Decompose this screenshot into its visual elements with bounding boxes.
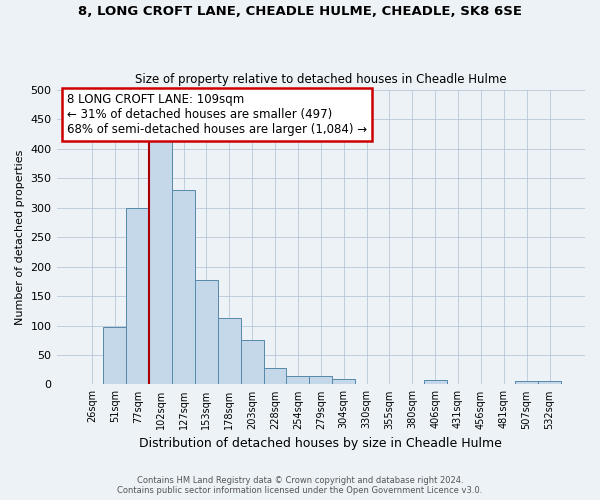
- Title: Size of property relative to detached houses in Cheadle Hulme: Size of property relative to detached ho…: [135, 73, 506, 86]
- Text: 8 LONG CROFT LANE: 109sqm
← 31% of detached houses are smaller (497)
68% of semi: 8 LONG CROFT LANE: 109sqm ← 31% of detac…: [67, 93, 367, 136]
- Bar: [218, 318, 241, 384]
- Bar: [172, 190, 195, 384]
- Bar: [424, 380, 446, 384]
- Bar: [538, 382, 561, 384]
- X-axis label: Distribution of detached houses by size in Cheadle Hulme: Distribution of detached houses by size …: [139, 437, 502, 450]
- Bar: [310, 376, 332, 384]
- Bar: [286, 376, 310, 384]
- Bar: [127, 208, 149, 384]
- Bar: [263, 368, 286, 384]
- Bar: [241, 340, 263, 384]
- Text: Contains HM Land Registry data © Crown copyright and database right 2024.
Contai: Contains HM Land Registry data © Crown c…: [118, 476, 482, 495]
- Bar: [332, 378, 355, 384]
- Bar: [149, 140, 172, 384]
- Bar: [103, 326, 127, 384]
- Bar: [515, 382, 538, 384]
- Text: 8, LONG CROFT LANE, CHEADLE HULME, CHEADLE, SK8 6SE: 8, LONG CROFT LANE, CHEADLE HULME, CHEAD…: [78, 5, 522, 18]
- Bar: [195, 280, 218, 384]
- Y-axis label: Number of detached properties: Number of detached properties: [15, 150, 25, 325]
